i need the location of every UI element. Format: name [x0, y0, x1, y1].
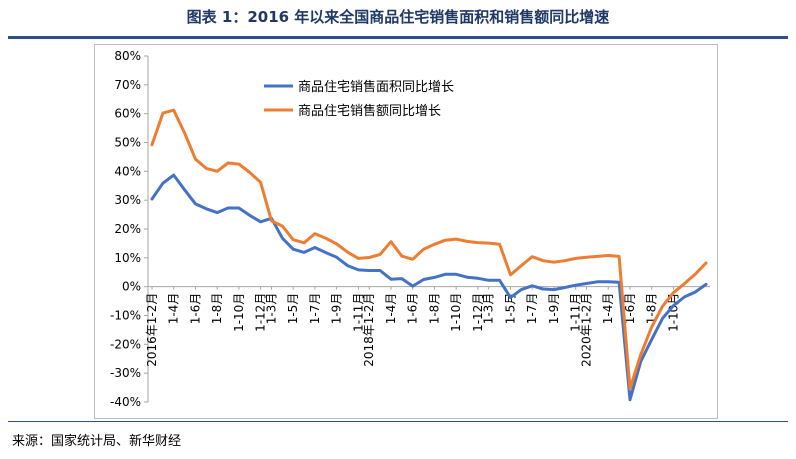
x-tick-label: 2016年1-2月 — [145, 293, 159, 367]
y-tick-label: 50% — [114, 136, 141, 150]
title-divider — [8, 36, 788, 39]
x-tick-label: 1-11月 — [351, 293, 365, 332]
x-tick-label: 1-6月 — [406, 293, 420, 325]
x-tick-label: 1-8月 — [210, 293, 224, 325]
x-tick-label: 1-6月 — [188, 293, 202, 325]
x-tick-label: 1-4月 — [384, 293, 398, 325]
series-line-1 — [150, 173, 708, 402]
x-tick-label: 1-7月 — [525, 293, 539, 325]
x-tick-label: 1-5月 — [286, 293, 300, 325]
x-tick-label: 1-11月 — [569, 293, 583, 332]
x-tick-label: 1-5月 — [503, 293, 517, 325]
x-tick-label: 1-3月 — [264, 293, 278, 325]
source-note: 来源：国家统计局、新华财经 — [12, 434, 182, 449]
y-tick-label: 60% — [114, 107, 141, 121]
x-tick-label: 2018年1-2月 — [362, 293, 376, 367]
x-tick-label: 1-4月 — [601, 293, 615, 325]
legend-label-2: 商品住宅销售额同比增长 — [298, 103, 441, 119]
series-line-2 — [150, 108, 708, 391]
y-tick-label: -40% — [110, 395, 141, 409]
x-tick-label: 1-8月 — [427, 293, 441, 325]
x-tick-label: 1-10月 — [449, 293, 463, 332]
y-tick-label: 40% — [114, 164, 141, 178]
x-tick-label: 1-9月 — [330, 293, 344, 325]
y-tick-label: 80% — [114, 49, 141, 63]
legend-label-1: 商品住宅销售面积同比增长 — [298, 79, 454, 95]
line-chart: -40% -30% -20% -10% 0% 10% 20% 30% 40% 50% 60% 70% 8… — [110, 49, 710, 409]
x-tick-label: 1-4月 — [167, 293, 181, 325]
y-tick-label: -10% — [110, 309, 141, 323]
y-tick-label: 70% — [114, 78, 141, 92]
x-tick-label: 1-3月 — [482, 293, 496, 325]
y-tick-label: -20% — [110, 337, 141, 351]
page-title: 图表 1：2016 年以来全国商品住宅销售面积和销售额同比增速 — [186, 8, 610, 26]
y-tick-label: -30% — [110, 366, 141, 380]
x-tick-label: 1-10月 — [232, 293, 246, 332]
chart-frame: -40% -30% -20% -10% 0% 10% 20% 30% 40% 50% 60% 70% 8… — [94, 44, 718, 419]
x-tick-label: 1-12月 — [254, 293, 268, 332]
x-tick-label: 1-8月 — [645, 293, 659, 325]
x-tick-label: 2020年1-2月 — [580, 293, 594, 367]
x-tick-label: 1-12月 — [471, 293, 485, 332]
y-tick-label: 0% — [122, 280, 141, 294]
y-tick-label: 30% — [114, 193, 141, 207]
x-tick-label: 1-7月 — [308, 293, 322, 325]
x-tick-label: 1-9月 — [547, 293, 561, 325]
x-tick-label: 1-6月 — [623, 293, 637, 325]
y-tick-label: 20% — [114, 222, 141, 236]
y-tick-label: 10% — [114, 251, 141, 265]
source-divider — [8, 421, 788, 422]
